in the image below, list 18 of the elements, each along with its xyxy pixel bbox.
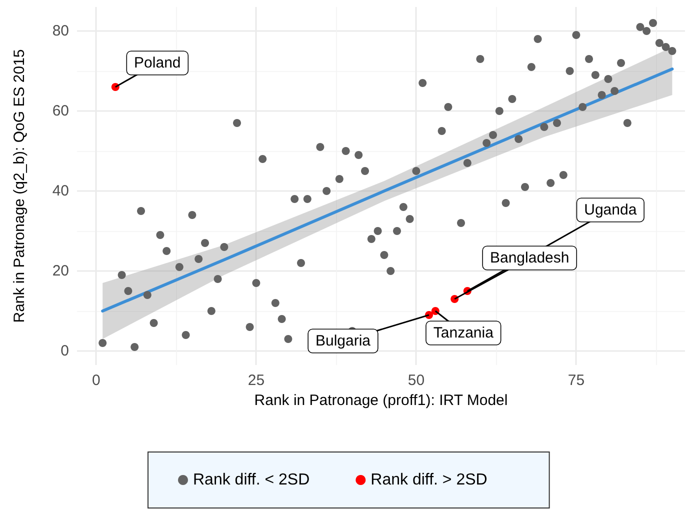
annotation: Uganda	[584, 202, 638, 218]
y-tick-label: 60	[52, 102, 69, 120]
legend-label: Rank diff. < 2SD	[193, 472, 310, 488]
x-axis-title: Rank in Patronage (proff1): IRT Model	[254, 392, 508, 409]
annotation: Poland	[134, 54, 181, 72]
x-tick-label: 75	[568, 372, 585, 389]
y-tick-label: 40	[52, 182, 69, 200]
y-tick-label: 0	[60, 342, 69, 360]
y-tick-label: 20	[52, 262, 69, 280]
y-axis-title: Rank in Patronage (q2_b): QoG ES 2015	[11, 49, 28, 323]
annotation: Tanzania	[433, 324, 494, 342]
legend-label: Rank diff. > 2SD	[370, 472, 488, 488]
annotation: Bulgaria	[315, 332, 372, 350]
annotation: Bangladesh	[490, 250, 570, 266]
y-tick-label: 80	[52, 22, 69, 40]
x-tick-label: 25	[248, 372, 265, 389]
x-tick-label: 50	[408, 372, 425, 389]
x-tick-label: 0	[92, 372, 100, 389]
